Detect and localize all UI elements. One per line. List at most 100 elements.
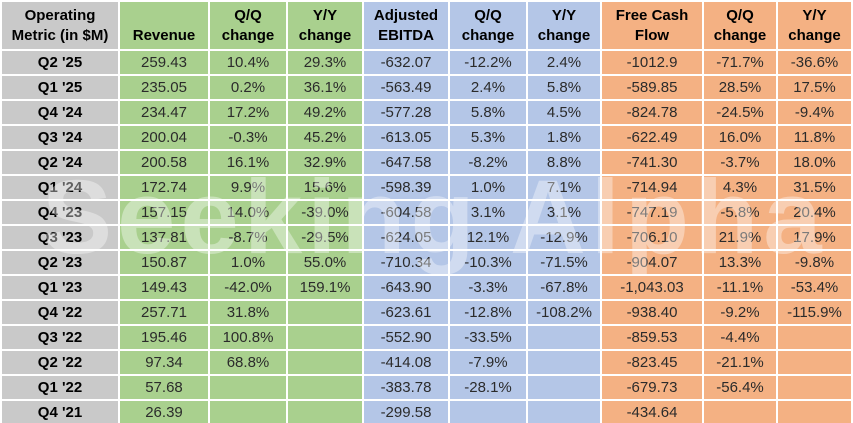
- fcf-qq-value: -21.1%: [704, 351, 776, 374]
- header-ebitda-yy-change: Y/Y change: [528, 2, 600, 49]
- table-row: Q4 '21 26.39 -299.58 -434.64: [2, 401, 851, 423]
- revenue-yy-value: [288, 351, 362, 374]
- fcf-yy-value: 17.5%: [778, 76, 851, 99]
- ebitda-qq-value: -8.2%: [450, 151, 526, 174]
- revenue-value: 26.39: [120, 401, 208, 423]
- fcf-yy-value: -9.8%: [778, 251, 851, 274]
- revenue-yy-value: [288, 301, 362, 324]
- ebitda-value: -643.90: [364, 276, 448, 299]
- fcf-qq-value: -56.4%: [704, 376, 776, 399]
- ebitda-qq-value: -10.3%: [450, 251, 526, 274]
- fcf-value: -706.10: [602, 226, 702, 249]
- fcf-qq-value: -11.1%: [704, 276, 776, 299]
- ebitda-yy-value: [528, 351, 600, 374]
- revenue-qq-value: 1.0%: [210, 251, 286, 274]
- ebitda-yy-value: 7.1%: [528, 176, 600, 199]
- ebitda-yy-value: 8.8%: [528, 151, 600, 174]
- fcf-yy-value: 17.9%: [778, 226, 851, 249]
- ebitda-qq-value: -7.9%: [450, 351, 526, 374]
- table-body: Q2 '25 259.43 10.4% 29.3% -632.07 -12.2% 2.4% -…: [2, 51, 851, 423]
- ebitda-value: -710.34: [364, 251, 448, 274]
- ebitda-qq-value: 5.8%: [450, 101, 526, 124]
- ebitda-yy-value: [528, 326, 600, 349]
- revenue-qq-value: 14.0%: [210, 201, 286, 224]
- table-row: Q1 '22 57.68 -383.78 -28.1% -679.73 -56.4%: [2, 376, 851, 399]
- quarter-label: Q4 '24: [2, 101, 118, 124]
- fcf-yy-value: [778, 326, 851, 349]
- ebitda-value: -383.78: [364, 376, 448, 399]
- fcf-value: -714.94: [602, 176, 702, 199]
- ebitda-qq-value: -28.1%: [450, 376, 526, 399]
- revenue-value: 157.15: [120, 201, 208, 224]
- quarter-label: Q3 '24: [2, 126, 118, 149]
- fcf-value: -434.64: [602, 401, 702, 423]
- revenue-yy-value: 45.2%: [288, 126, 362, 149]
- revenue-yy-value: [288, 401, 362, 423]
- fcf-value: -1012.9: [602, 51, 702, 74]
- fcf-qq-value: -24.5%: [704, 101, 776, 124]
- ebitda-value: -632.07: [364, 51, 448, 74]
- header-revenue: Revenue: [120, 2, 208, 49]
- revenue-value: 195.46: [120, 326, 208, 349]
- quarter-label: Q3 '22: [2, 326, 118, 349]
- fcf-yy-value: -9.4%: [778, 101, 851, 124]
- revenue-qq-value: 10.4%: [210, 51, 286, 74]
- revenue-qq-value: 0.2%: [210, 76, 286, 99]
- revenue-yy-value: 49.2%: [288, 101, 362, 124]
- ebitda-qq-value: -3.3%: [450, 276, 526, 299]
- revenue-yy-value: [288, 376, 362, 399]
- revenue-qq-value: -0.3%: [210, 126, 286, 149]
- quarter-label: Q4 '23: [2, 201, 118, 224]
- revenue-yy-value: -29.5%: [288, 226, 362, 249]
- quarter-label: Q2 '23: [2, 251, 118, 274]
- fcf-yy-value: 31.5%: [778, 176, 851, 199]
- header-adjusted-ebitda: Adjusted EBITDA: [364, 2, 448, 49]
- fcf-qq-value: 28.5%: [704, 76, 776, 99]
- revenue-qq-value: -8.7%: [210, 226, 286, 249]
- fcf-yy-value: 18.0%: [778, 151, 851, 174]
- ebitda-yy-value: 2.4%: [528, 51, 600, 74]
- revenue-qq-value: 31.8%: [210, 301, 286, 324]
- ebitda-yy-value: 4.5%: [528, 101, 600, 124]
- revenue-yy-value: 32.9%: [288, 151, 362, 174]
- ebitda-value: -552.90: [364, 326, 448, 349]
- revenue-qq-value: [210, 401, 286, 423]
- ebitda-yy-value: 3.1%: [528, 201, 600, 224]
- quarter-label: Q2 '24: [2, 151, 118, 174]
- fcf-value: -679.73: [602, 376, 702, 399]
- revenue-yy-value: 159.1%: [288, 276, 362, 299]
- revenue-value: 172.74: [120, 176, 208, 199]
- fcf-qq-value: [704, 401, 776, 423]
- header-ebitda-qq-change: Q/Q change: [450, 2, 526, 49]
- ebitda-yy-value: -67.8%: [528, 276, 600, 299]
- ebitda-yy-value: 1.8%: [528, 126, 600, 149]
- fcf-yy-value: 11.8%: [778, 126, 851, 149]
- table-row: Q1 '24 172.74 9.9% 15.6% -598.39 1.0% 7.1% -714…: [2, 176, 851, 199]
- revenue-yy-value: 15.6%: [288, 176, 362, 199]
- fcf-value: -859.53: [602, 326, 702, 349]
- header-revenue-qq-change: Q/Q change: [210, 2, 286, 49]
- table-row: Q3 '24 200.04 -0.3% 45.2% -613.05 5.3% 1.8% -62…: [2, 126, 851, 149]
- ebitda-qq-value: [450, 401, 526, 423]
- revenue-value: 137.81: [120, 226, 208, 249]
- revenue-qq-value: -42.0%: [210, 276, 286, 299]
- revenue-qq-value: 68.8%: [210, 351, 286, 374]
- header-free-cash-flow: Free Cash Flow: [602, 2, 702, 49]
- header-fcf-yy-change: Y/Y change: [778, 2, 851, 49]
- table-row: Q4 '22 257.71 31.8% -623.61 -12.8% -108.2% -93…: [2, 301, 851, 324]
- ebitda-value: -647.58: [364, 151, 448, 174]
- table-row: Q1 '23 149.43 -42.0% 159.1% -643.90 -3.3% -67.…: [2, 276, 851, 299]
- table-row: Q2 '22 97.34 68.8% -414.08 -7.9% -823.45 -21.1…: [2, 351, 851, 374]
- revenue-yy-value: 55.0%: [288, 251, 362, 274]
- ebitda-value: -623.61: [364, 301, 448, 324]
- quarter-label: Q2 '25: [2, 51, 118, 74]
- header-operating-metric: Operating Metric (in $M): [2, 2, 118, 49]
- revenue-value: 257.71: [120, 301, 208, 324]
- ebitda-yy-value: -108.2%: [528, 301, 600, 324]
- ebitda-qq-value: 2.4%: [450, 76, 526, 99]
- fcf-value: -747.19: [602, 201, 702, 224]
- fcf-value: -938.40: [602, 301, 702, 324]
- ebitda-qq-value: 3.1%: [450, 201, 526, 224]
